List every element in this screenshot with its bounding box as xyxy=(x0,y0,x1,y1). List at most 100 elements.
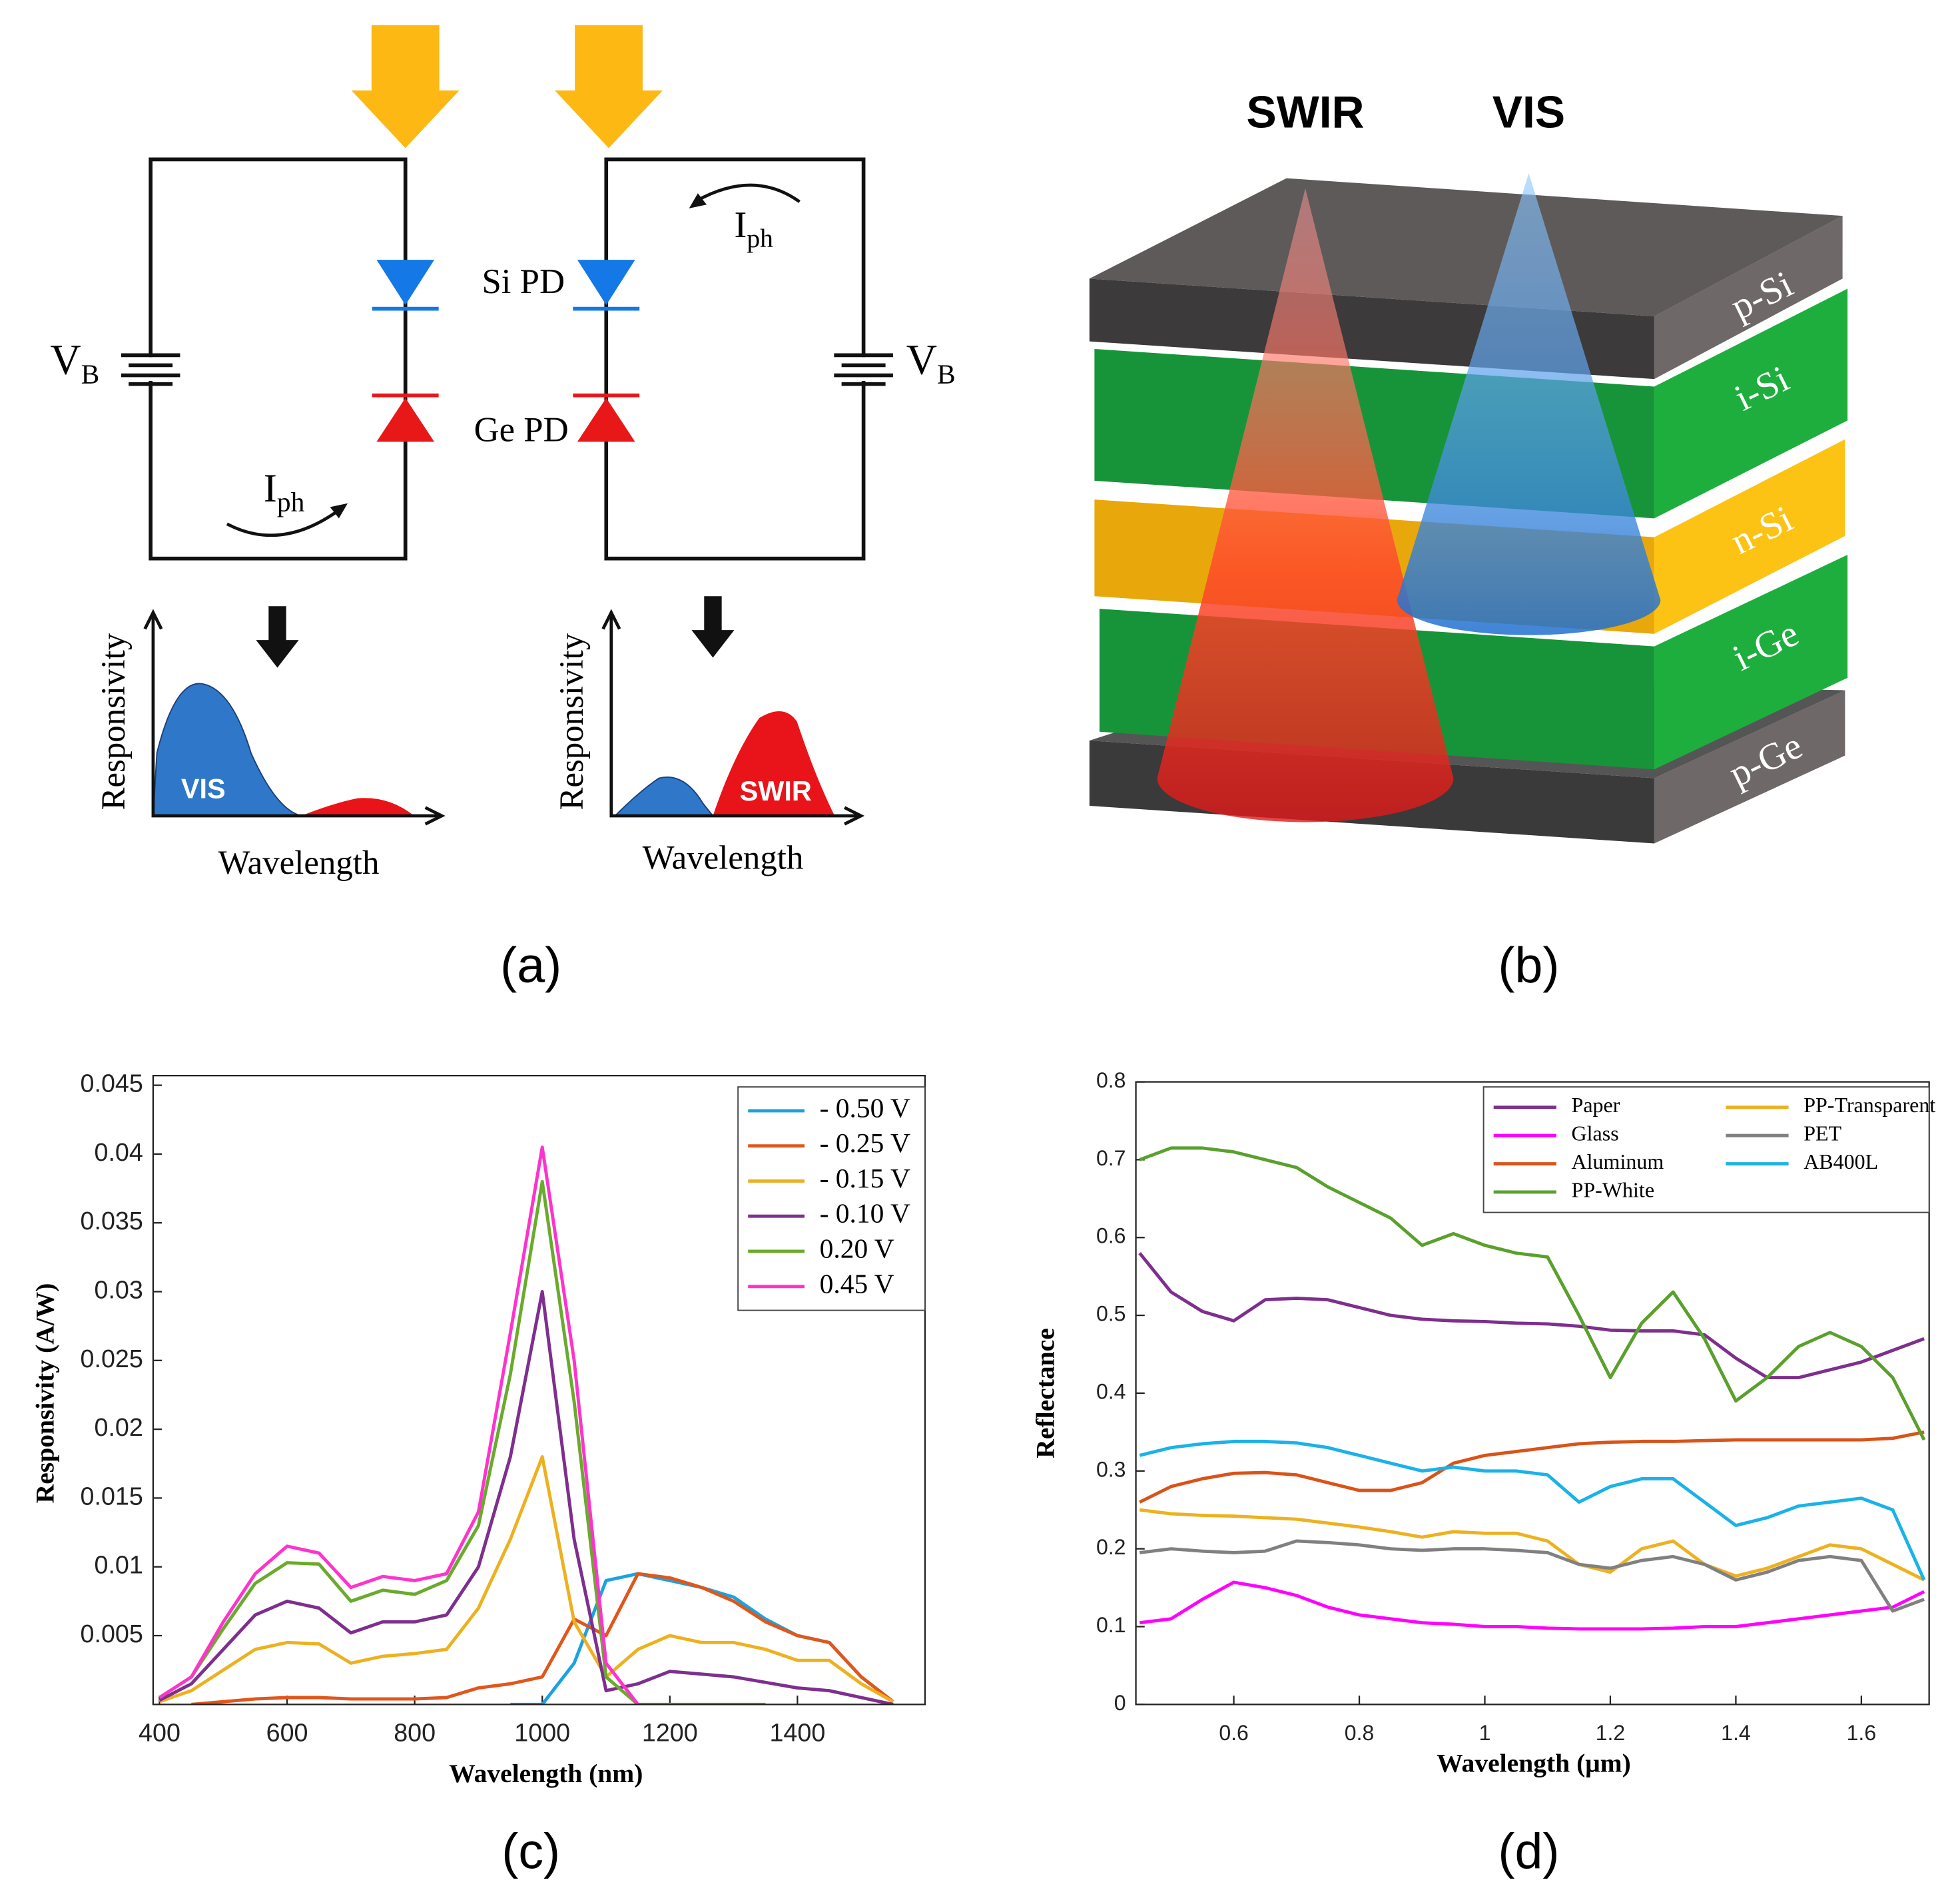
y-tick-label: 0.03 xyxy=(94,1275,143,1303)
x-tick-label: 1000 xyxy=(514,1719,570,1747)
x-tick-label: 0.8 xyxy=(1345,1721,1375,1745)
current-arrow xyxy=(226,505,344,537)
chart: 0.6 0.8 1 1.2 1.4 1.6 0 0.1 0.2 0.3 0.4 0.5 0.6 0.7 0.… xyxy=(1031,1068,1936,1778)
ge-diode xyxy=(376,398,435,442)
current-label: Iph xyxy=(735,204,774,253)
current-sub: ph xyxy=(277,486,305,517)
x-axis-label: Wavelength xyxy=(218,844,380,882)
legend-label: 0.20 V xyxy=(820,1233,894,1263)
panel-label: (b) xyxy=(1498,937,1559,993)
y-axis-label: Responsivity (A/W) xyxy=(31,1283,60,1504)
legend-label: Glass xyxy=(1572,1121,1619,1145)
y-tick-label: 0.02 xyxy=(94,1413,143,1441)
down-arrow xyxy=(256,606,299,668)
legend-label: Aluminum xyxy=(1572,1149,1664,1173)
series-line xyxy=(1139,1430,1925,1504)
current-sub: ph xyxy=(747,224,773,253)
swir-response xyxy=(713,711,835,816)
si-diode xyxy=(376,260,435,305)
bias-main: V xyxy=(906,336,937,383)
band-label: VIS xyxy=(181,773,226,804)
swir-beam xyxy=(1157,188,1454,822)
y-tick-label: 0.5 xyxy=(1096,1302,1126,1326)
series-line xyxy=(191,1572,894,1705)
bias-label: VB xyxy=(906,336,956,389)
si-diode xyxy=(577,260,635,305)
circuit-wire xyxy=(149,157,408,561)
y-axis-label: Responsivity xyxy=(95,633,133,810)
legend-label: AB400L xyxy=(1803,1149,1878,1173)
x-tick-label: 1200 xyxy=(642,1719,698,1747)
series-line xyxy=(1139,1439,1926,1581)
layer-side xyxy=(1654,690,1845,844)
swir-response xyxy=(301,798,414,816)
y-axis-label: Responsivity xyxy=(553,633,591,810)
y-tick-label: 0.6 xyxy=(1096,1224,1126,1248)
series-line xyxy=(159,1145,639,1705)
y-tick-label: 0.3 xyxy=(1096,1457,1126,1481)
plot-frame xyxy=(1135,1081,1930,1706)
series-line xyxy=(1139,1508,1925,1582)
legend-label: - 0.10 V xyxy=(820,1198,910,1229)
x-tick-label: 1 xyxy=(1479,1721,1491,1745)
legend-label: Paper xyxy=(1572,1093,1620,1117)
current-label: Iph xyxy=(264,466,305,517)
arrow-head xyxy=(330,503,348,519)
layer-side xyxy=(1654,555,1848,770)
y-tick-label: 0.025 xyxy=(81,1345,143,1373)
current-arrow xyxy=(694,183,801,203)
down-arrow xyxy=(691,596,735,658)
beam-label: VIS xyxy=(1492,87,1565,137)
plot-axes xyxy=(601,609,865,826)
panel-b: SWIR VIS p-Si i-Si n-Si i-Ge p-Ge xyxy=(1089,87,1848,844)
arrow-head xyxy=(689,193,707,208)
x-axis-label: Wavelength (nm) xyxy=(449,1759,643,1788)
light-arrow xyxy=(351,25,460,149)
legend-label: - 0.50 V xyxy=(820,1092,910,1123)
chart: 400 600 800 1000 1200 1400 0.005 0.01 0.015 0.02 0… xyxy=(31,1070,926,1788)
ge-pd-label: Ge PD xyxy=(474,410,569,449)
legend-label: PP-White xyxy=(1572,1177,1655,1201)
panel-label: (c) xyxy=(501,1823,560,1879)
panel-a: VB Iph Si PD Ge PD VB Iph VIS Responsivi… xyxy=(50,25,956,882)
x-axis-label: Wavelength (μm) xyxy=(1437,1749,1631,1778)
legend-label: - 0.25 V xyxy=(820,1127,910,1158)
series-line xyxy=(1139,1146,1926,1441)
y-tick-label: 0.1 xyxy=(1096,1613,1126,1637)
beam-label: SWIR xyxy=(1246,87,1364,137)
x-tick-label: 800 xyxy=(394,1719,436,1747)
x-tick-label: 1400 xyxy=(769,1719,825,1747)
ge-diode xyxy=(577,398,635,442)
vis-beam xyxy=(1397,173,1661,635)
battery xyxy=(834,353,893,386)
x-tick-label: 1.2 xyxy=(1596,1721,1626,1745)
band-label: SWIR xyxy=(740,775,812,806)
y-tick-label: 0.4 xyxy=(1096,1379,1126,1403)
y-tick-label: 0 xyxy=(1114,1691,1126,1715)
bias-sub: B xyxy=(81,358,100,389)
legend-label: - 0.15 V xyxy=(820,1163,910,1193)
layer-side xyxy=(1654,439,1845,634)
bias-label: VB xyxy=(50,336,99,389)
y-tick-label: 0.005 xyxy=(81,1620,143,1648)
y-tick-label: 0.045 xyxy=(81,1070,143,1098)
plot-frame xyxy=(152,1075,926,1706)
y-tick-label: 0.7 xyxy=(1096,1146,1126,1170)
y-tick-label: 0.8 xyxy=(1096,1068,1126,1092)
y-tick-label: 0.04 xyxy=(94,1138,143,1166)
bias-sub: B xyxy=(937,358,956,389)
legend-box xyxy=(737,1086,926,1311)
panel-label: (d) xyxy=(1498,1823,1559,1879)
x-tick-label: 1.6 xyxy=(1847,1721,1877,1745)
current-main: I xyxy=(735,204,747,246)
panel-label: (a) xyxy=(500,937,561,993)
bias-main: V xyxy=(50,336,81,383)
battery xyxy=(121,353,180,386)
series-line xyxy=(1138,1252,1925,1380)
y-tick-label: 0.015 xyxy=(81,1482,143,1510)
x-axis-label: Wavelength xyxy=(643,840,804,877)
y-tick-label: 0.2 xyxy=(1096,1535,1126,1559)
layer-top xyxy=(1089,178,1843,316)
current-main: I xyxy=(264,466,277,511)
